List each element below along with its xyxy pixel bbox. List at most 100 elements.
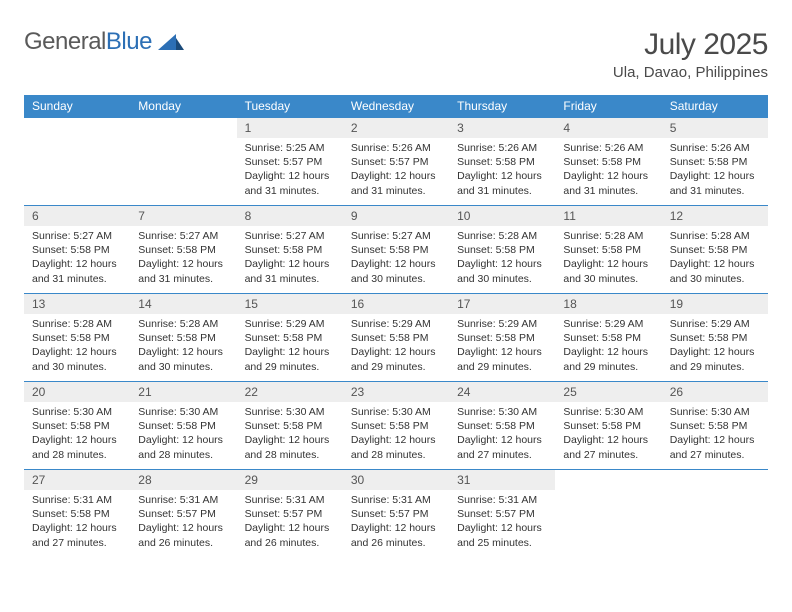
day-number: 20 — [24, 382, 130, 402]
day-body: Sunrise: 5:28 AMSunset: 5:58 PMDaylight:… — [449, 226, 555, 290]
calendar-day-cell — [662, 470, 768, 558]
location: Ula, Davao, Philippines — [613, 64, 768, 81]
sunrise-text: Sunrise: 5:26 AM — [457, 141, 547, 155]
daylight-text: Daylight: 12 hours and 27 minutes. — [457, 433, 547, 461]
day-number: 22 — [237, 382, 343, 402]
day-number: 19 — [662, 294, 768, 314]
sunrise-text: Sunrise: 5:29 AM — [351, 317, 441, 331]
sunset-text: Sunset: 5:58 PM — [32, 243, 122, 257]
sunset-text: Sunset: 5:58 PM — [245, 331, 335, 345]
daylight-text: Daylight: 12 hours and 28 minutes. — [32, 433, 122, 461]
sunset-text: Sunset: 5:58 PM — [670, 243, 760, 257]
calendar-day-cell: 15Sunrise: 5:29 AMSunset: 5:58 PMDayligh… — [237, 294, 343, 382]
sunset-text: Sunset: 5:58 PM — [351, 243, 441, 257]
calendar-day-cell: 13Sunrise: 5:28 AMSunset: 5:58 PMDayligh… — [24, 294, 130, 382]
day-body: Sunrise: 5:27 AMSunset: 5:58 PMDaylight:… — [343, 226, 449, 290]
sunrise-text: Sunrise: 5:28 AM — [32, 317, 122, 331]
day-body: Sunrise: 5:28 AMSunset: 5:58 PMDaylight:… — [24, 314, 130, 378]
daylight-text: Daylight: 12 hours and 29 minutes. — [563, 345, 653, 373]
sunset-text: Sunset: 5:58 PM — [245, 243, 335, 257]
daylight-text: Daylight: 12 hours and 31 minutes. — [245, 257, 335, 285]
calendar-day-cell: 24 Sunrise: 5:30 AMSunset: 5:58 PMDayligh… — [449, 382, 555, 470]
calendar-day-cell — [130, 118, 236, 206]
daylight-text: Daylight: 12 hours and 31 minutes. — [670, 169, 760, 197]
daylight-text: Daylight: 12 hours and 28 minutes. — [138, 433, 228, 461]
sunset-text: Sunset: 5:57 PM — [351, 507, 441, 521]
daylight-text: Daylight: 12 hours and 31 minutes. — [457, 169, 547, 197]
title-block: July 2025 Ula, Davao, Philippines — [613, 28, 768, 81]
daylight-text: Daylight: 12 hours and 30 minutes. — [138, 345, 228, 373]
calendar-day-cell: 18Sunrise: 5:29 AMSunset: 5:58 PMDayligh… — [555, 294, 661, 382]
day-header: Friday — [555, 95, 661, 118]
calendar-day-cell — [555, 470, 661, 558]
day-number: 10 — [449, 206, 555, 226]
day-number: 5 — [662, 118, 768, 138]
sunrise-text: Sunrise: 5:29 AM — [670, 317, 760, 331]
calendar-day-cell: 26Sunrise: 5:30 AMSunset: 5:58 PMDayligh… — [662, 382, 768, 470]
sunset-text: Sunset: 5:57 PM — [457, 507, 547, 521]
sunset-text: Sunset: 5:58 PM — [457, 331, 547, 345]
daylight-text: Daylight: 12 hours and 26 minutes. — [138, 521, 228, 549]
sunset-text: Sunset: 5:58 PM — [670, 419, 760, 433]
sunset-text: Sunset: 5:58 PM — [670, 155, 760, 169]
calendar-day-cell: 2Sunrise: 5:26 AMSunset: 5:57 PMDaylight… — [343, 118, 449, 206]
sunset-text: Sunset: 5:58 PM — [457, 155, 547, 169]
sunrise-text: Sunrise: 5:30 AM — [670, 405, 760, 419]
sunset-text: Sunset: 5:58 PM — [670, 331, 760, 345]
daylight-text: Daylight: 12 hours and 29 minutes. — [245, 345, 335, 373]
day-body: Sunrise: 5:26 AMSunset: 5:58 PMDaylight:… — [449, 138, 555, 202]
sunrise-text: Sunrise: 5:31 AM — [245, 493, 335, 507]
sunset-text: Sunset: 5:58 PM — [138, 331, 228, 345]
day-body: Sunrise: 5:28 AMSunset: 5:58 PMDaylight:… — [662, 226, 768, 290]
day-header: Thursday — [449, 95, 555, 118]
calendar-day-cell: 11Sunrise: 5:28 AMSunset: 5:58 PMDayligh… — [555, 206, 661, 294]
day-header: Wednesday — [343, 95, 449, 118]
calendar-day-cell: 8Sunrise: 5:27 AMSunset: 5:58 PMDaylight… — [237, 206, 343, 294]
daylight-text: Daylight: 12 hours and 29 minutes. — [670, 345, 760, 373]
day-body: Sunrise: 5:31 AMSunset: 5:57 PMDaylight:… — [343, 490, 449, 554]
sunrise-text: Sunrise: 5:31 AM — [351, 493, 441, 507]
sunrise-text: Sunrise: 5:30 AM — [245, 405, 335, 419]
day-body: Sunrise: 5:30 AMSunset: 5:58 PMDaylight:… — [237, 402, 343, 466]
daylight-text: Daylight: 12 hours and 31 minutes. — [245, 169, 335, 197]
sunrise-text: Sunrise: 5:29 AM — [563, 317, 653, 331]
day-body: Sunrise: 5:26 AMSunset: 5:57 PMDaylight:… — [343, 138, 449, 202]
day-number: 24 — [449, 382, 555, 402]
day-body: Sunrise: 5:29 AMSunset: 5:58 PMDaylight:… — [343, 314, 449, 378]
day-number: 15 — [237, 294, 343, 314]
daylight-text: Daylight: 12 hours and 27 minutes. — [563, 433, 653, 461]
sunrise-text: Sunrise: 5:31 AM — [457, 493, 547, 507]
day-body: Sunrise: 5:31 AMSunset: 5:57 PMDaylight:… — [130, 490, 236, 554]
daylight-text: Daylight: 12 hours and 31 minutes. — [138, 257, 228, 285]
day-body: Sunrise: 5:31 AMSunset: 5:57 PMDaylight:… — [449, 490, 555, 554]
sunset-text: Sunset: 5:58 PM — [457, 419, 547, 433]
sunrise-text: Sunrise: 5:30 AM — [457, 405, 547, 419]
daylight-text: Daylight: 12 hours and 30 minutes. — [32, 345, 122, 373]
day-body: Sunrise: 5:28 AMSunset: 5:58 PMDaylight:… — [555, 226, 661, 290]
calendar-day-cell: 10Sunrise: 5:28 AMSunset: 5:58 PMDayligh… — [449, 206, 555, 294]
daylight-text: Daylight: 12 hours and 28 minutes. — [351, 433, 441, 461]
day-number: 18 — [555, 294, 661, 314]
calendar-day-cell: 14 Sunrise: 5:28 AMSunset: 5:58 PMDayligh… — [130, 294, 236, 382]
day-body: Sunrise: 5:30 AMSunset: 5:58 PMDaylight:… — [24, 402, 130, 466]
day-number: 6 — [24, 206, 130, 226]
calendar-day-cell: 5Sunrise: 5:26 AMSunset: 5:58 PMDaylight… — [662, 118, 768, 206]
daylight-text: Daylight: 12 hours and 29 minutes. — [351, 345, 441, 373]
sunset-text: Sunset: 5:57 PM — [138, 507, 228, 521]
calendar-day-cell: 19 Sunrise: 5:29 AMSunset: 5:58 PMDayligh… — [662, 294, 768, 382]
day-number: 14 — [130, 294, 236, 314]
day-number: 13 — [24, 294, 130, 314]
sunset-text: Sunset: 5:58 PM — [245, 419, 335, 433]
sunrise-text: Sunrise: 5:28 AM — [138, 317, 228, 331]
day-number: 9 — [343, 206, 449, 226]
month-title: July 2025 — [613, 28, 768, 62]
sunset-text: Sunset: 5:57 PM — [351, 155, 441, 169]
day-body: Sunrise: 5:26 AMSunset: 5:58 PMDaylight:… — [555, 138, 661, 202]
day-number: 17 — [449, 294, 555, 314]
logo-text-part2: Blue — [106, 28, 152, 55]
day-number: 30 — [343, 470, 449, 490]
day-number: 11 — [555, 206, 661, 226]
day-number: 21 — [130, 382, 236, 402]
calendar-day-cell: 3Sunrise: 5:26 AMSunset: 5:58 PMDaylight… — [449, 118, 555, 206]
calendar-day-cell: 17Sunrise: 5:29 AMSunset: 5:58 PMDayligh… — [449, 294, 555, 382]
